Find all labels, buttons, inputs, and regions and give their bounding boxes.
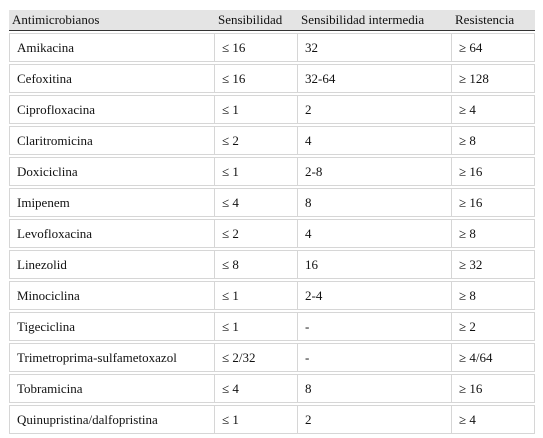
- table-cell: Claritromicina: [9, 126, 215, 155]
- table-cell: 32-64: [298, 64, 452, 93]
- table-cell: ≤ 1: [215, 312, 298, 341]
- table-cell: ≥ 16: [452, 157, 535, 186]
- table-cell: ≤ 1: [215, 281, 298, 310]
- table-cell: ≥ 64: [452, 33, 535, 62]
- table-cell: 4: [298, 219, 452, 248]
- table-cell: 2-4: [298, 281, 452, 310]
- table-cell: ≥ 8: [452, 281, 535, 310]
- table-row: Tobramicina ≤ 4 8 ≥ 16: [9, 374, 535, 403]
- table-cell: ≥ 4: [452, 95, 535, 124]
- header-cell: Sensibilidad: [215, 10, 298, 31]
- table-cell: 2: [298, 405, 452, 434]
- table-cell: ≤ 2: [215, 126, 298, 155]
- table-cell: 2-8: [298, 157, 452, 186]
- table-cell: Levofloxacina: [9, 219, 215, 248]
- table-cell: -: [298, 312, 452, 341]
- table-row: Tigeciclina ≤ 1- ≥ 2: [9, 312, 535, 341]
- table-row: Trimetroprima-sulfametoxazol ≤ 2/32- ≥ 4/6…: [9, 343, 535, 372]
- table-cell: ≤ 1: [215, 157, 298, 186]
- table-cell: 8: [298, 374, 452, 403]
- table-cell: ≤ 2: [215, 219, 298, 248]
- table-cell: ≤ 1: [215, 95, 298, 124]
- table-header: Antimicrobianos Sensibilidad Sensibilidad …: [9, 10, 535, 31]
- table-cell: 16: [298, 250, 452, 279]
- header-cell: Resistencia: [452, 10, 535, 31]
- table-row: Levofloxacina ≤ 2 4 ≥ 8: [9, 219, 535, 248]
- table-cell: ≥ 128: [452, 64, 535, 93]
- table-container: Antimicrobianos Sensibilidad Sensibilidad …: [9, 8, 535, 436]
- table-cell: 4: [298, 126, 452, 155]
- table-cell: Cefoxitina: [9, 64, 215, 93]
- table-row: Claritromicina ≤ 2 4 ≥ 8: [9, 126, 535, 155]
- table-row: Cefoxitina ≤ 16 32-64 ≥ 128: [9, 64, 535, 93]
- table-cell: Amikacina: [9, 33, 215, 62]
- table-row: Ciprofloxacina ≤ 1 2 ≥ 4: [9, 95, 535, 124]
- table-cell: ≥ 4/64: [452, 343, 535, 372]
- table-cell: ≤ 16: [215, 33, 298, 62]
- table-row: Amikacina ≤ 16 32 ≥ 64: [9, 33, 535, 62]
- table-row: Imipenem ≤ 4 8 ≥ 16: [9, 188, 535, 217]
- table-cell: ≤ 4: [215, 188, 298, 217]
- table-body: Amikacina ≤ 16 32 ≥ 64 Cefoxitina ≤ 16 32-64 ≥ …: [9, 33, 535, 434]
- table-cell: ≥ 16: [452, 374, 535, 403]
- table-cell: Imipenem: [9, 188, 215, 217]
- table-cell: ≤ 4: [215, 374, 298, 403]
- table-cell: Tobramicina: [9, 374, 215, 403]
- table-cell: ≤ 16: [215, 64, 298, 93]
- table-row: Quinupristina/dalfopristina ≤ 1 2 ≥ 4: [9, 405, 535, 434]
- table-cell: ≥ 8: [452, 219, 535, 248]
- susceptibility-table: Antimicrobianos Sensibilidad Sensibilidad …: [9, 8, 535, 436]
- table-cell: ≤ 1: [215, 405, 298, 434]
- table-cell: ≥ 32: [452, 250, 535, 279]
- table-cell: 8: [298, 188, 452, 217]
- table-row: Linezolid ≤ 8 16 ≥ 32: [9, 250, 535, 279]
- table-cell: ≥ 4: [452, 405, 535, 434]
- table-cell: ≥ 2: [452, 312, 535, 341]
- table-cell: Tigeciclina: [9, 312, 215, 341]
- header-cell: Sensibilidad intermedia: [298, 10, 452, 31]
- table-cell: Trimetroprima-sulfametoxazol: [9, 343, 215, 372]
- header-row: Antimicrobianos Sensibilidad Sensibilidad …: [9, 10, 535, 31]
- table-cell: Linezolid: [9, 250, 215, 279]
- table-cell: Minociclina: [9, 281, 215, 310]
- table-cell: Doxiciclina: [9, 157, 215, 186]
- table-cell: -: [298, 343, 452, 372]
- table-cell: ≥ 16: [452, 188, 535, 217]
- table-cell: Ciprofloxacina: [9, 95, 215, 124]
- header-cell: Antimicrobianos: [9, 10, 215, 31]
- table-row: Doxiciclina ≤ 1 2-8 ≥ 16: [9, 157, 535, 186]
- table-cell: 32: [298, 33, 452, 62]
- table-cell: ≤ 8: [215, 250, 298, 279]
- table-cell: 2: [298, 95, 452, 124]
- table-row: Minociclina ≤ 1 2-4 ≥ 8: [9, 281, 535, 310]
- table-cell: ≤ 2/32: [215, 343, 298, 372]
- table-cell: Quinupristina/dalfopristina: [9, 405, 215, 434]
- table-cell: ≥ 8: [452, 126, 535, 155]
